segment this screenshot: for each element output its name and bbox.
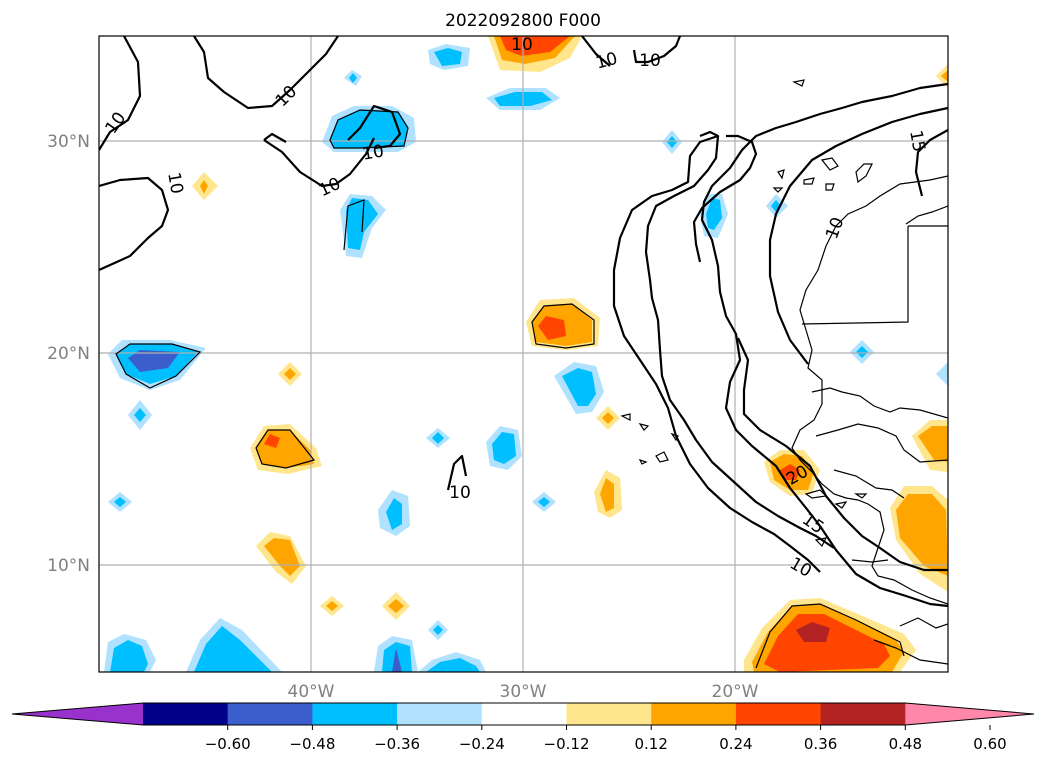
anomaly-outlines — [115, 109, 905, 669]
colorbar-tick-label: −0.12 — [544, 735, 590, 753]
latitude-labels: 30°N 20°N 10°N — [47, 132, 90, 576]
colorbar-segment — [397, 703, 483, 725]
colorbar-tick-label: 0.12 — [634, 735, 667, 753]
colorbar: −0.60 −0.48 −0.36 −0.24 −0.12 0.12 0.24 0.36 0.4… — [11, 702, 1035, 753]
lon-label-40w: 40°W — [288, 682, 335, 702]
plot-frame — [98, 35, 949, 673]
colorbar-tick-label: −0.48 — [289, 735, 335, 753]
colorbar-segment — [651, 703, 737, 725]
colorbar-tick-label: −0.60 — [205, 735, 251, 753]
colorbar-segment — [566, 703, 652, 725]
colorbar-tick-label: −0.36 — [374, 735, 420, 753]
graticule — [99, 36, 948, 672]
colorbar-segment — [481, 703, 567, 725]
colorbar-segment — [820, 703, 906, 725]
longitude-labels: 40°W 30°W 20°W — [288, 682, 759, 702]
lon-label-30w: 30°W — [500, 682, 547, 702]
lat-label-30n: 30°N — [47, 132, 90, 152]
colorbar-tick-label: 0.60 — [973, 735, 1006, 753]
colorbar-tick-label: 0.48 — [889, 735, 922, 753]
colorbar-extend-high — [905, 703, 1034, 725]
colorbar-outline — [11, 702, 1035, 726]
contour-lines — [99, 36, 948, 608]
contour-label: 10 — [361, 141, 386, 164]
colorbar-extend-low — [12, 703, 143, 725]
lat-label-10n: 10°N — [47, 556, 90, 576]
lat-label-20n: 20°N — [47, 344, 90, 364]
contour-label: 10 — [449, 483, 471, 503]
contour-label: 10 — [639, 51, 661, 71]
lon-label-20w: 20°W — [712, 682, 759, 702]
plot-area: 10 10 10 10 10 10 10 10 10 15 10 20 15 1… — [99, 35, 948, 672]
contour-label: 10 — [163, 171, 186, 196]
contour-label: 10 — [511, 35, 533, 55]
contour-label: 15 — [905, 129, 928, 154]
colorbar-segment — [143, 703, 229, 725]
colorbar-segment — [735, 703, 822, 725]
map-title: 2022092800 F000 — [445, 11, 601, 31]
colorbar-segment — [227, 703, 313, 725]
coastlines — [620, 79, 948, 665]
colorbar-segment — [312, 703, 398, 725]
colorbar-tick-label: 0.24 — [719, 735, 752, 753]
colorbar-tick-label: −0.24 — [459, 735, 505, 753]
colorbar-tick-label: 0.36 — [804, 735, 837, 753]
